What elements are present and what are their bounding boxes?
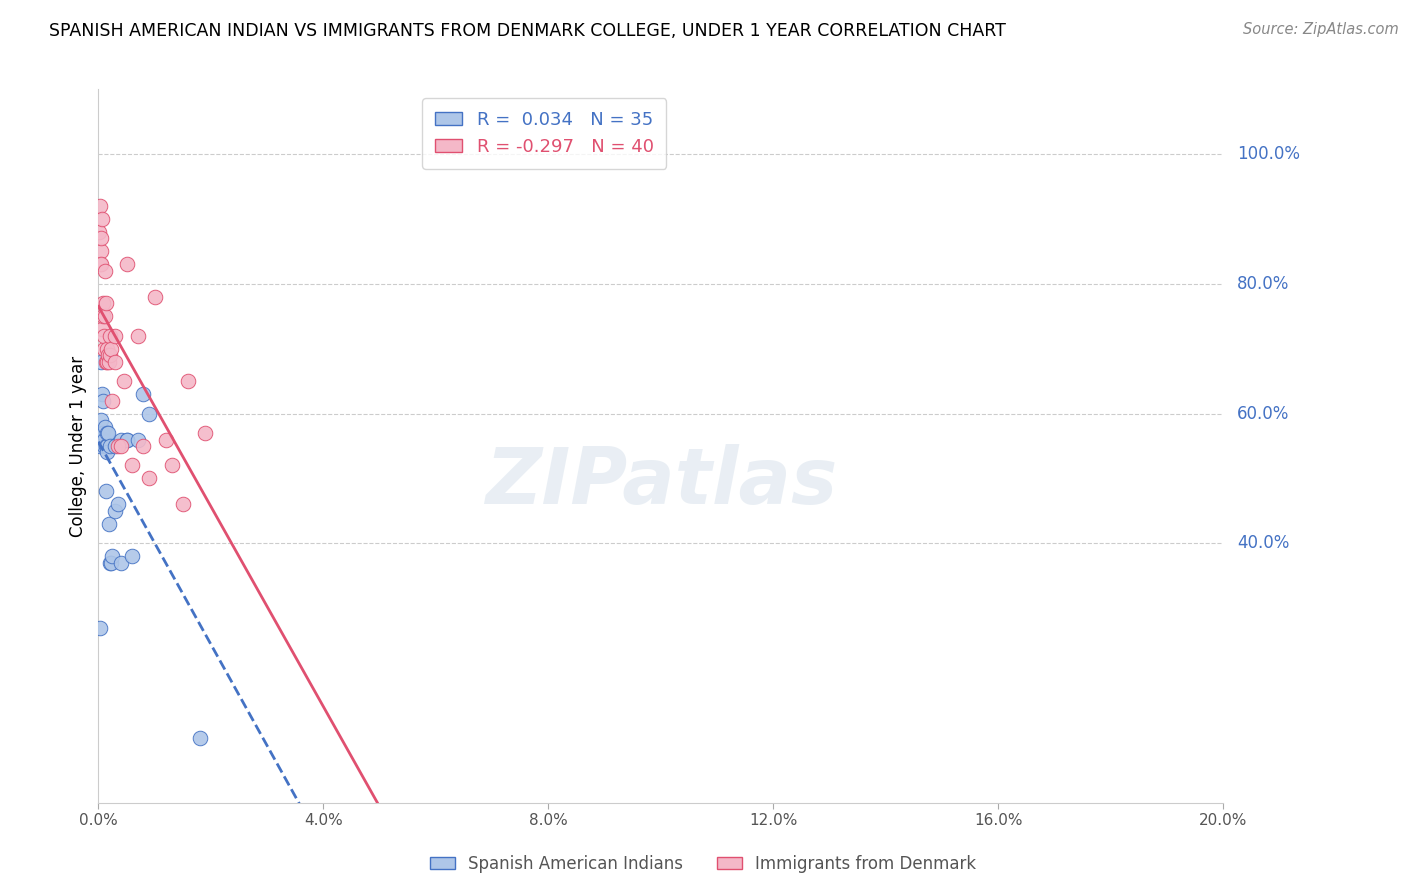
- Point: [104, 504, 127, 518]
- Text: 100.0%: 100.0%: [1237, 145, 1301, 163]
- Point: [94, 419, 117, 434]
- Point: [138, 471, 160, 485]
- Point: [188, 731, 211, 745]
- Point: [110, 439, 132, 453]
- Point: [132, 439, 155, 453]
- Point: [89, 199, 111, 213]
- Point: [143, 290, 166, 304]
- Point: [104, 354, 127, 368]
- Point: [115, 433, 138, 447]
- Point: [107, 439, 129, 453]
- Point: [89, 439, 111, 453]
- Point: [98, 348, 121, 362]
- Point: [194, 425, 217, 440]
- Point: [96, 445, 118, 459]
- Point: [93, 264, 115, 278]
- Legend: Spanish American Indians, Immigrants from Denmark: Spanish American Indians, Immigrants fro…: [423, 848, 983, 880]
- Point: [93, 296, 115, 310]
- Point: [104, 328, 127, 343]
- Point: [91, 425, 114, 440]
- Point: [94, 484, 117, 499]
- Point: [93, 439, 115, 453]
- Legend: R =  0.034   N = 35, R = -0.297   N = 40: R = 0.034 N = 35, R = -0.297 N = 40: [422, 98, 666, 169]
- Point: [121, 549, 143, 564]
- Text: 40.0%: 40.0%: [1237, 534, 1289, 552]
- Point: [94, 310, 117, 324]
- Point: [87, 225, 110, 239]
- Point: [98, 556, 121, 570]
- Text: SPANISH AMERICAN INDIAN VS IMMIGRANTS FROM DENMARK COLLEGE, UNDER 1 YEAR CORRELA: SPANISH AMERICAN INDIAN VS IMMIGRANTS FR…: [49, 22, 1007, 40]
- Point: [160, 458, 183, 473]
- Point: [93, 342, 115, 356]
- Point: [96, 439, 118, 453]
- Point: [98, 439, 121, 453]
- Text: Source: ZipAtlas.com: Source: ZipAtlas.com: [1243, 22, 1399, 37]
- Point: [100, 342, 122, 356]
- Y-axis label: College, Under 1 year: College, Under 1 year: [69, 355, 87, 537]
- Point: [121, 458, 143, 473]
- Point: [127, 433, 149, 447]
- Point: [96, 354, 118, 368]
- Point: [107, 497, 129, 511]
- Point: [115, 433, 138, 447]
- Point: [132, 387, 155, 401]
- Point: [90, 387, 112, 401]
- Point: [110, 433, 132, 447]
- Text: 60.0%: 60.0%: [1237, 405, 1289, 423]
- Point: [127, 328, 149, 343]
- Point: [89, 257, 111, 271]
- Point: [115, 257, 138, 271]
- Point: [177, 374, 200, 388]
- Point: [110, 556, 132, 570]
- Point: [90, 413, 112, 427]
- Point: [94, 296, 117, 310]
- Text: 80.0%: 80.0%: [1237, 275, 1289, 293]
- Point: [104, 439, 127, 453]
- Point: [91, 425, 114, 440]
- Point: [97, 425, 120, 440]
- Point: [93, 328, 115, 343]
- Point: [101, 549, 124, 564]
- Point: [100, 556, 122, 570]
- Text: ZIPatlas: ZIPatlas: [485, 443, 837, 520]
- Point: [96, 342, 118, 356]
- Point: [90, 231, 112, 245]
- Point: [91, 322, 114, 336]
- Point: [97, 516, 120, 531]
- Point: [97, 348, 120, 362]
- Point: [97, 354, 120, 368]
- Point: [93, 433, 115, 447]
- Point: [90, 211, 112, 226]
- Point: [96, 354, 118, 368]
- Point: [98, 328, 121, 343]
- Point: [90, 257, 112, 271]
- Point: [91, 310, 114, 324]
- Point: [93, 393, 115, 408]
- Point: [138, 407, 160, 421]
- Point: [90, 244, 112, 259]
- Point: [101, 393, 124, 408]
- Point: [155, 433, 177, 447]
- Point: [112, 374, 135, 388]
- Point: [90, 354, 112, 368]
- Point: [172, 497, 194, 511]
- Point: [96, 439, 118, 453]
- Point: [91, 433, 114, 447]
- Point: [96, 425, 118, 440]
- Point: [89, 621, 111, 635]
